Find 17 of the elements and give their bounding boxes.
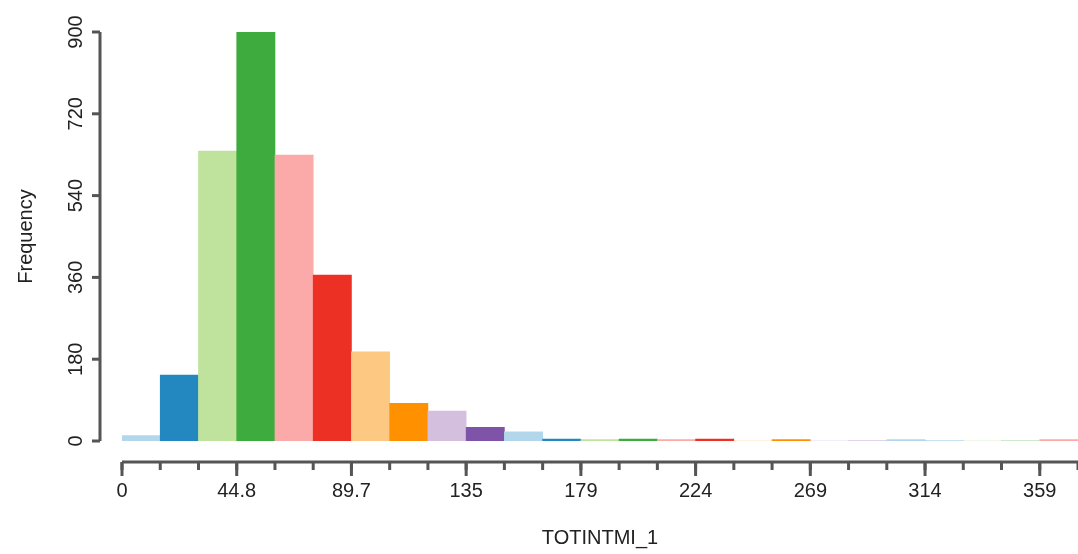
y-tick-label: 0 — [63, 435, 86, 447]
x-tick-label: 179 — [564, 478, 598, 501]
x-tick-label: 359 — [1023, 478, 1057, 501]
x-tick-label: 44.8 — [217, 478, 257, 501]
y-tick-label: 900 — [63, 15, 86, 49]
x-tick-label: 269 — [793, 478, 828, 501]
y-tick-label: 360 — [63, 260, 86, 295]
x-tick-label: 314 — [908, 478, 942, 501]
x-tick-label: 224 — [678, 478, 713, 501]
x-tick-label: 0 — [116, 478, 128, 501]
y-tick-label: 180 — [63, 342, 86, 376]
x-tick-label: 135 — [449, 478, 483, 501]
x-axis-title: TOTINTMI_1 — [541, 525, 659, 549]
y-tick-label: 720 — [63, 97, 86, 131]
x-tick-label: 89.7 — [331, 478, 371, 501]
y-tick-label: 540 — [63, 178, 86, 213]
y-axis-title: Frequency — [13, 189, 36, 284]
